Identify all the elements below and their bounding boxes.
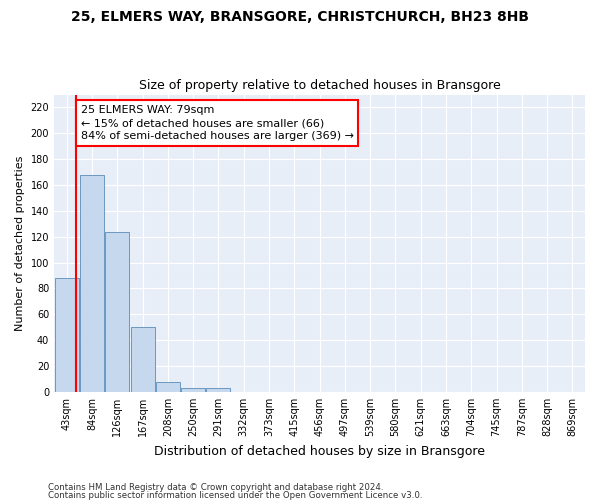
Title: Size of property relative to detached houses in Bransgore: Size of property relative to detached ho… [139,79,500,92]
Bar [80,174,104,392]
Bar [131,328,155,392]
Text: 25, ELMERS WAY, BRANSGORE, CHRISTCHURCH, BH23 8HB: 25, ELMERS WAY, BRANSGORE, CHRISTCHURCH,… [71,10,529,24]
Bar [206,388,230,392]
Y-axis label: Number of detached properties: Number of detached properties [15,156,25,331]
Text: Contains HM Land Registry data © Crown copyright and database right 2024.: Contains HM Land Registry data © Crown c… [48,484,383,492]
Bar [55,278,79,392]
Text: 25 ELMERS WAY: 79sqm
← 15% of detached houses are smaller (66)
84% of semi-detac: 25 ELMERS WAY: 79sqm ← 15% of detached h… [80,105,353,142]
X-axis label: Distribution of detached houses by size in Bransgore: Distribution of detached houses by size … [154,444,485,458]
Bar [181,388,205,392]
Bar [105,232,129,392]
Text: Contains public sector information licensed under the Open Government Licence v3: Contains public sector information licen… [48,490,422,500]
Bar [156,382,180,392]
